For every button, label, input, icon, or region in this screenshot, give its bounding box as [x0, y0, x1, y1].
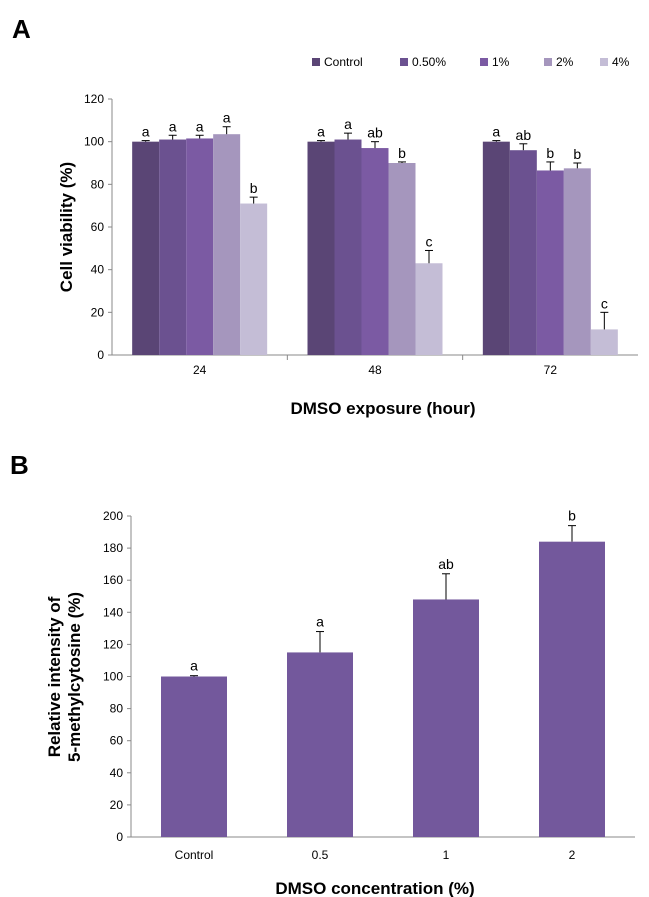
panel-label-b: B	[10, 450, 29, 480]
y-tick-label-a: 120	[84, 92, 104, 106]
legend-swatch-a	[312, 58, 320, 66]
y-tick-label-a: 60	[91, 220, 105, 234]
significance-label-a: a	[142, 124, 150, 140]
x-category-label-a: 48	[368, 363, 382, 377]
bar-a	[415, 263, 443, 355]
chart-b: 0 20 40 60 80 100 120 140 160 180 200 a Control a 0.5 a…	[103, 508, 635, 862]
y-tick-label-b: 60	[110, 734, 124, 748]
legend-label-a: Control	[324, 55, 363, 69]
y-tick-label-b: 20	[110, 798, 124, 812]
significance-label-a: a	[196, 118, 204, 134]
y-tick-label-b: 0	[116, 830, 123, 844]
bar-a	[482, 141, 510, 355]
y-tick-label-b: 40	[110, 766, 124, 780]
significance-label-b: a	[190, 658, 198, 674]
significance-label-a: b	[546, 145, 554, 161]
bar-a	[240, 203, 268, 355]
y-tick-label-b: 200	[103, 509, 123, 523]
y-tick-label-b: 120	[103, 637, 123, 651]
x-axis-title-a: DMSO exposure (hour)	[290, 399, 475, 418]
legend-a: Control 0.50% 1% 2% 4%	[312, 55, 630, 69]
significance-label-a: ab	[516, 127, 532, 143]
bar-a	[186, 138, 214, 355]
significance-label-a: b	[398, 145, 406, 161]
significance-label-b: b	[568, 508, 576, 524]
significance-label-a: a	[169, 118, 177, 134]
y-axis-title-b-line2: 5-methylcytosine (%)	[65, 592, 84, 762]
y-tick-label-b: 180	[103, 541, 123, 555]
bar-a	[307, 141, 335, 355]
x-category-label-b: 2	[569, 848, 576, 862]
y-tick-label-a: 40	[91, 263, 105, 277]
bar-a	[132, 141, 160, 355]
y-tick-label-a: 80	[91, 177, 105, 191]
significance-label-b: a	[316, 614, 324, 630]
bar-b	[287, 652, 353, 837]
significance-label-a: b	[250, 180, 258, 196]
bar-a	[563, 168, 591, 355]
y-tick-label-b: 140	[103, 605, 123, 619]
bar-b	[161, 676, 227, 837]
significance-label-a: a	[317, 124, 325, 140]
legend-label-a: 0.50%	[412, 55, 446, 69]
legend-label-a: 4%	[612, 55, 630, 69]
y-tick-label-b: 100	[103, 670, 123, 684]
bar-a	[536, 170, 564, 355]
bar-a	[388, 163, 416, 355]
significance-label-a: ab	[367, 125, 383, 141]
x-axis-title-b: DMSO concentration (%)	[275, 879, 474, 897]
legend-label-a: 2%	[556, 55, 574, 69]
legend-swatch-a	[544, 58, 552, 66]
x-category-label-b: Control	[175, 848, 214, 862]
y-tick-label-b: 80	[110, 702, 124, 716]
significance-label-a: a	[223, 110, 231, 126]
significance-label-a: c	[426, 233, 433, 249]
bar-a	[509, 150, 537, 355]
bar-a	[334, 139, 362, 355]
y-tick-label-b: 160	[103, 573, 123, 587]
y-tick-label-a: 100	[84, 135, 104, 149]
bar-a	[361, 148, 389, 355]
x-category-label-a: 72	[544, 363, 558, 377]
x-category-label-a: 24	[193, 363, 207, 377]
legend-swatch-a	[400, 58, 408, 66]
y-tick-label-a: 20	[91, 305, 105, 319]
y-axis-title-a: Cell viability (%)	[57, 162, 76, 292]
significance-label-b: ab	[438, 556, 454, 572]
y-tick-label-a: 0	[97, 348, 104, 362]
legend-swatch-a	[480, 58, 488, 66]
bar-b	[413, 599, 479, 837]
legend-swatch-a	[600, 58, 608, 66]
bar-a	[213, 134, 241, 355]
bar-a	[590, 329, 618, 355]
significance-label-a: b	[573, 146, 581, 162]
legend-label-a: 1%	[492, 55, 510, 69]
x-category-label-b: 0.5	[312, 848, 329, 862]
bar-b	[539, 541, 605, 837]
significance-label-a: a	[492, 124, 500, 140]
y-axis-title-b-line1: Relative intensity of	[45, 596, 64, 757]
panel-label-a: A	[12, 14, 31, 44]
significance-label-a: c	[601, 295, 608, 311]
y-axis-title-b: Relative intensity of 5-methylcytosine (…	[45, 592, 84, 762]
significance-label-a: a	[344, 116, 352, 132]
bar-a	[159, 139, 187, 355]
x-category-label-b: 1	[443, 848, 450, 862]
